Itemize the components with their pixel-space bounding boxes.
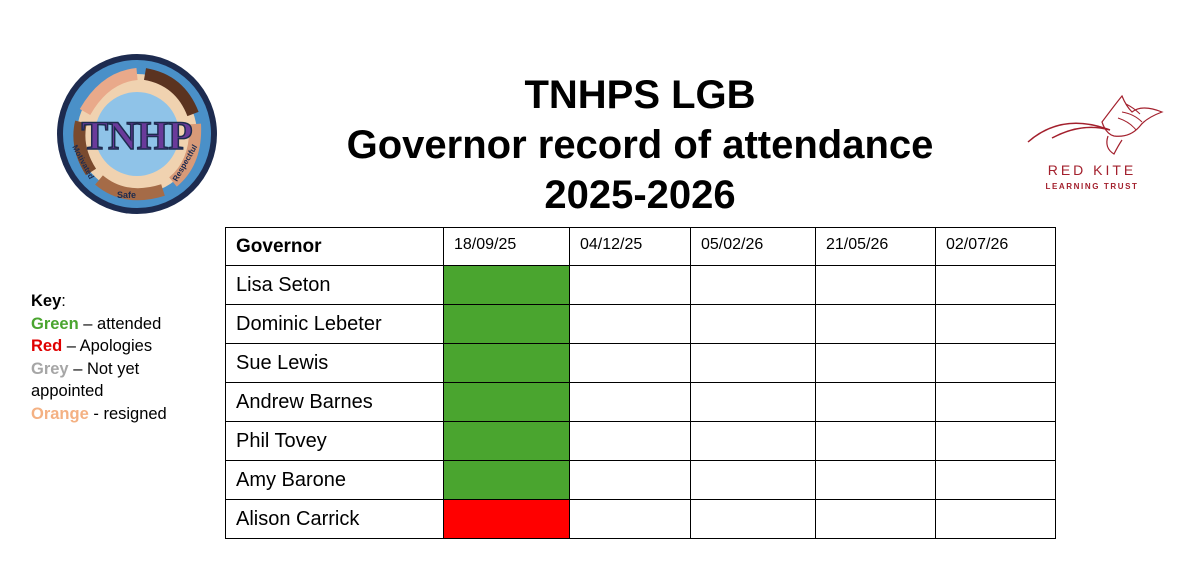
attendance-cell	[569, 499, 691, 539]
kite-bird-icon	[1027, 94, 1164, 155]
attendance-cell	[690, 343, 816, 383]
attendance-cell	[569, 265, 691, 305]
attendance-cell	[815, 421, 936, 461]
school-logo: TNHP Safe Motivated Respectful	[55, 52, 219, 216]
attendance-cell	[690, 382, 816, 422]
attendance-cell	[935, 460, 1056, 500]
attendance-cell	[690, 265, 816, 305]
attendance-cell	[443, 265, 570, 305]
attendance-cell	[443, 304, 570, 344]
table-row: Andrew Barnes	[225, 382, 1056, 422]
header-date: 04/12/25	[569, 227, 691, 266]
attendance-cell	[569, 382, 691, 422]
page-title: TNHPS LGB Governor record of attendance …	[300, 70, 980, 220]
table-row: Lisa Seton	[225, 265, 1056, 305]
attendance-cell	[935, 421, 1056, 461]
header-governor: Governor	[225, 227, 444, 266]
governor-name: Phil Tovey	[225, 421, 444, 461]
governor-name: Dominic Lebeter	[225, 304, 444, 344]
governor-name: Lisa Seton	[225, 265, 444, 305]
header-date: 05/02/26	[690, 227, 816, 266]
key-item-resigned: Orange - resigned	[31, 404, 167, 423]
attendance-cell	[690, 421, 816, 461]
logo-word-safe: Safe	[117, 190, 136, 200]
attendance-cell	[443, 460, 570, 500]
key-title-line: Key:	[31, 292, 66, 310]
attendance-cell	[690, 460, 816, 500]
governor-name: Amy Barone	[225, 460, 444, 500]
attendance-cell	[935, 343, 1056, 383]
attendance-key: Key: Green – attended Red – Apologies Gr…	[31, 290, 201, 425]
key-title: Key	[31, 292, 62, 310]
table-body: Lisa Seton Dominic Lebeter Sue Lewis Andrew…	[225, 265, 1056, 539]
title-line-2: Governor record of attendance	[346, 123, 934, 167]
attendance-cell	[935, 382, 1056, 422]
attendance-cell	[690, 499, 816, 539]
attendance-cell	[443, 421, 570, 461]
attendance-cell	[690, 304, 816, 344]
attendance-cell	[815, 265, 936, 305]
attendance-cell	[935, 499, 1056, 539]
governor-name: Andrew Barnes	[225, 382, 444, 422]
attendance-table: Governor 18/09/25 04/12/25 05/02/26 21/0…	[225, 227, 1056, 539]
attendance-cell	[569, 343, 691, 383]
attendance-cell	[815, 499, 936, 539]
attendance-cell	[815, 460, 936, 500]
attendance-cell	[569, 421, 691, 461]
key-item-not-appointed: Grey – Not yet appointed	[31, 359, 140, 401]
trust-subtitle: LEARNING TRUST	[1045, 182, 1139, 191]
attendance-cell	[815, 343, 936, 383]
attendance-cell	[569, 460, 691, 500]
attendance-cell	[569, 304, 691, 344]
key-item-attended: Green – attended	[31, 314, 162, 333]
governor-name: Sue Lewis	[225, 343, 444, 383]
trust-name: RED KITE	[1047, 162, 1137, 178]
attendance-cell	[815, 382, 936, 422]
attendance-cell	[935, 304, 1056, 344]
table-header-row: Governor 18/09/25 04/12/25 05/02/26 21/0…	[225, 227, 1056, 266]
header-date: 21/05/26	[815, 227, 936, 266]
attendance-cell	[443, 343, 570, 383]
header-date: 18/09/25	[443, 227, 570, 266]
attendance-cell	[443, 382, 570, 422]
table-row: Phil Tovey	[225, 421, 1056, 461]
title-line-1: TNHPS LGB	[524, 73, 756, 117]
table-row: Dominic Lebeter	[225, 304, 1056, 344]
key-item-apologies: Red – Apologies	[31, 337, 153, 355]
table-row: Alison Carrick	[225, 499, 1056, 539]
attendance-cell	[935, 265, 1056, 305]
table-row: Amy Barone	[225, 460, 1056, 500]
attendance-cell	[443, 499, 570, 539]
logo-center-text: TNHP	[81, 113, 192, 158]
header-date: 02/07/26	[935, 227, 1056, 266]
title-line-3: 2025-2026	[544, 173, 736, 217]
attendance-cell	[815, 304, 936, 344]
table-row: Sue Lewis	[225, 343, 1056, 383]
governor-name: Alison Carrick	[225, 499, 444, 539]
red-kite-logo: RED KITE LEARNING TRUST	[1022, 92, 1170, 202]
